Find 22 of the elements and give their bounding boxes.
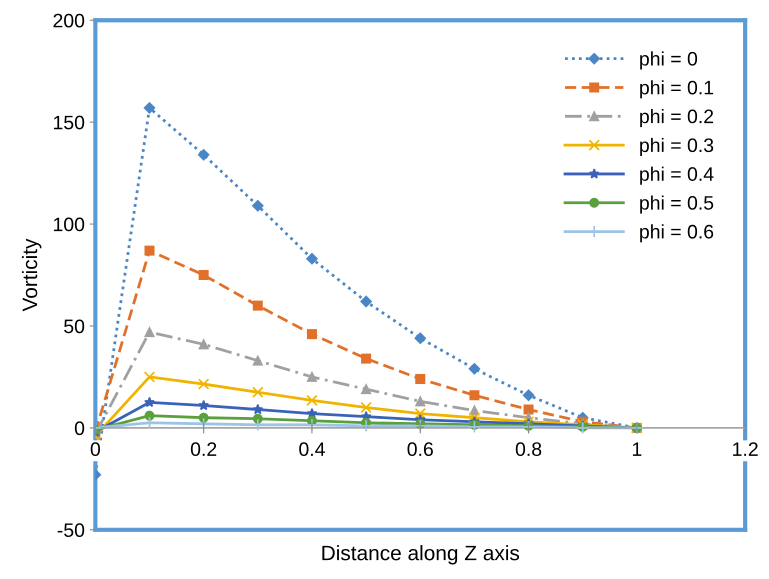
y-tick-label: 150 (54, 116, 84, 130)
x-tick-label: 0.8 (516, 442, 542, 456)
legend-label: phi = 0.5 (640, 195, 714, 214)
y-tick-label: 50 (64, 319, 84, 334)
x-tick-label: 1.2 (733, 442, 758, 456)
x-axis-title: Distance along Z axis (322, 545, 520, 564)
y-tick-label: 100 (54, 218, 84, 232)
legend-label: phi = 0.2 (640, 109, 714, 128)
x-tick-label: 0 (90, 442, 100, 456)
legend-label: phi = 0.4 (640, 166, 714, 185)
y-axis-title: Vorticity (22, 238, 42, 312)
x-tick-label: 0.2 (190, 442, 216, 456)
y-tick-label: 200 (53, 14, 84, 28)
y-tick-label: -50 (58, 523, 84, 538)
x-tick-label: 1 (632, 442, 642, 456)
legend-label: phi = 0.6 (640, 224, 714, 242)
legend-label: phi = 0.1 (640, 80, 714, 98)
legend-label: phi = 0.3 (640, 138, 714, 156)
x-tick-label: 0.4 (299, 442, 325, 456)
y-tick-label: 0 (74, 421, 84, 436)
x-tick-label: 0.6 (408, 442, 433, 456)
legend-label: phi = 0 (640, 51, 698, 70)
